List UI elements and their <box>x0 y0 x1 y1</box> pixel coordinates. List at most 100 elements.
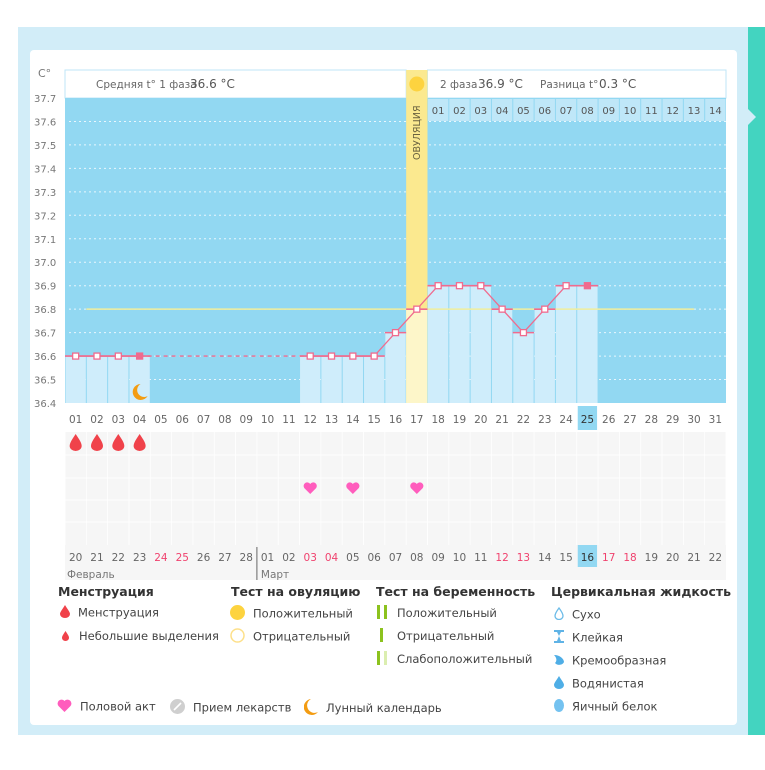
temp-line-segment <box>480 285 503 310</box>
legend-pregtest-title: Тест на беременность <box>376 584 536 599</box>
x-tick-label: 14 <box>346 414 360 426</box>
date-label: 18 <box>623 552 636 564</box>
temp-bar <box>513 332 534 403</box>
y-tick-label: 37.1 <box>34 235 56 246</box>
legend-cervical-watery: Водянистая <box>554 676 644 692</box>
post-ov-day-cell <box>470 99 491 121</box>
post-ov-day: 13 <box>688 106 701 117</box>
y-tick-label: 37.3 <box>34 188 56 199</box>
date-label: 20 <box>69 552 82 564</box>
intercourse-heart <box>303 482 317 494</box>
x-tick-label: 03 <box>112 414 125 426</box>
temp-point <box>370 352 378 360</box>
pill-icon <box>170 699 185 717</box>
date-label: 25 <box>176 552 189 564</box>
phase1-value: 36.6 °C <box>190 77 235 91</box>
post-ov-day-cell <box>427 99 449 121</box>
temp-bar <box>427 285 449 403</box>
temp-point <box>498 305 506 313</box>
post-ov-day: 04 <box>496 106 509 117</box>
temp-bar <box>300 356 321 403</box>
x-tick-label: 08 <box>218 414 231 426</box>
temp-point <box>72 352 80 360</box>
today-highlight <box>577 545 598 567</box>
phase2-value: 36.9 °C <box>478 77 523 91</box>
temp-point <box>114 352 122 360</box>
y-tick-label: 36.7 <box>34 329 56 340</box>
x-tick-label: 06 <box>176 414 190 426</box>
post-ov-day-cell <box>555 99 577 121</box>
yellow-circle-icon <box>230 605 245 623</box>
drop-icon <box>60 605 70 621</box>
legend-pregtest-positive: Положительный <box>377 605 497 622</box>
y-tick-label: 36.5 <box>34 376 56 387</box>
date-label: 13 <box>517 552 530 564</box>
y-tick-label: 37.4 <box>34 164 56 175</box>
x-tick-label: 09 <box>240 414 253 426</box>
temp-line-segment <box>544 285 567 310</box>
legend-cervical-title: Цервикальная жидкость <box>551 584 732 599</box>
x-tick-label: 10 <box>261 414 274 426</box>
temp-point <box>434 282 442 290</box>
y-tick-label: 36.8 <box>34 305 56 316</box>
y-axis-unit: C° <box>38 67 51 80</box>
side-tab[interactable] <box>748 27 765 735</box>
date-label: 08 <box>410 552 423 564</box>
menstruation-drop <box>133 434 146 452</box>
diff-label: Разница t° <box>540 79 598 91</box>
post-ov-day: 06 <box>538 106 551 117</box>
x-tick-label: 17 <box>410 414 423 426</box>
legend-menstruation: Менструация <box>60 605 159 621</box>
phase1-label: Средняя t° 1 фаза <box>96 79 197 91</box>
date-label: 20 <box>666 552 679 564</box>
legend-pregtest-weak: Слабоположительный <box>377 651 532 668</box>
x-tick-label: 19 <box>453 414 466 426</box>
ovulation-bar <box>406 309 428 403</box>
temp-point <box>455 282 464 290</box>
temp-bar <box>577 285 598 403</box>
x-tick-label: 01 <box>69 414 82 426</box>
intercourse-heart <box>410 482 424 494</box>
x-tick-label: 28 <box>645 414 658 426</box>
heart-icon <box>57 699 72 715</box>
post-ov-day: 02 <box>453 106 466 117</box>
legend-ovtest-title: Тест на овуляцию <box>231 584 361 599</box>
one-line-icon <box>377 628 389 645</box>
date-label: 04 <box>325 552 339 564</box>
temp-bar <box>342 356 364 403</box>
creamy-drop-icon <box>554 653 564 669</box>
diff-value: 0.3 °C <box>599 77 636 91</box>
date-label: 16 <box>581 552 595 564</box>
post-ov-day: 07 <box>560 106 573 117</box>
temp-line-segment <box>522 308 546 334</box>
post-ov-day: 01 <box>432 106 445 117</box>
y-tick-label: 37.6 <box>34 117 56 128</box>
post-ov-day-cell <box>491 99 513 121</box>
post-ov-day: 11 <box>645 106 658 117</box>
post-ov-day-cell <box>641 99 662 121</box>
temp-line-segment <box>416 285 439 310</box>
current-day-highlight <box>577 406 598 430</box>
date-label: 09 <box>431 552 444 564</box>
y-tick-label: 37.7 <box>34 94 56 105</box>
temp-bar <box>364 356 385 403</box>
outline-drop-icon <box>554 606 564 623</box>
x-tick-label: 18 <box>431 414 444 426</box>
post-ov-day: 09 <box>602 106 615 117</box>
date-label: 21 <box>687 552 700 564</box>
x-tick-label: 25 <box>581 414 594 426</box>
post-ov-day-cell <box>449 99 470 121</box>
x-tick-label: 16 <box>389 414 403 426</box>
x-tick-label: 15 <box>367 414 380 426</box>
legend-intercourse: Половой акт <box>57 699 156 715</box>
temp-bar <box>555 285 577 403</box>
legend-cervical-eggwhite: Яичный белок <box>554 699 658 715</box>
intercourse-heart <box>346 482 360 494</box>
legend-medication: Прием лекарств <box>170 699 291 717</box>
date-label: 14 <box>538 552 552 564</box>
post-ov-day-cell <box>705 99 726 121</box>
date-label: 21 <box>90 552 103 564</box>
x-tick-label: 04 <box>133 414 147 426</box>
temp-point <box>327 352 336 360</box>
post-ov-day-cell <box>577 99 598 121</box>
